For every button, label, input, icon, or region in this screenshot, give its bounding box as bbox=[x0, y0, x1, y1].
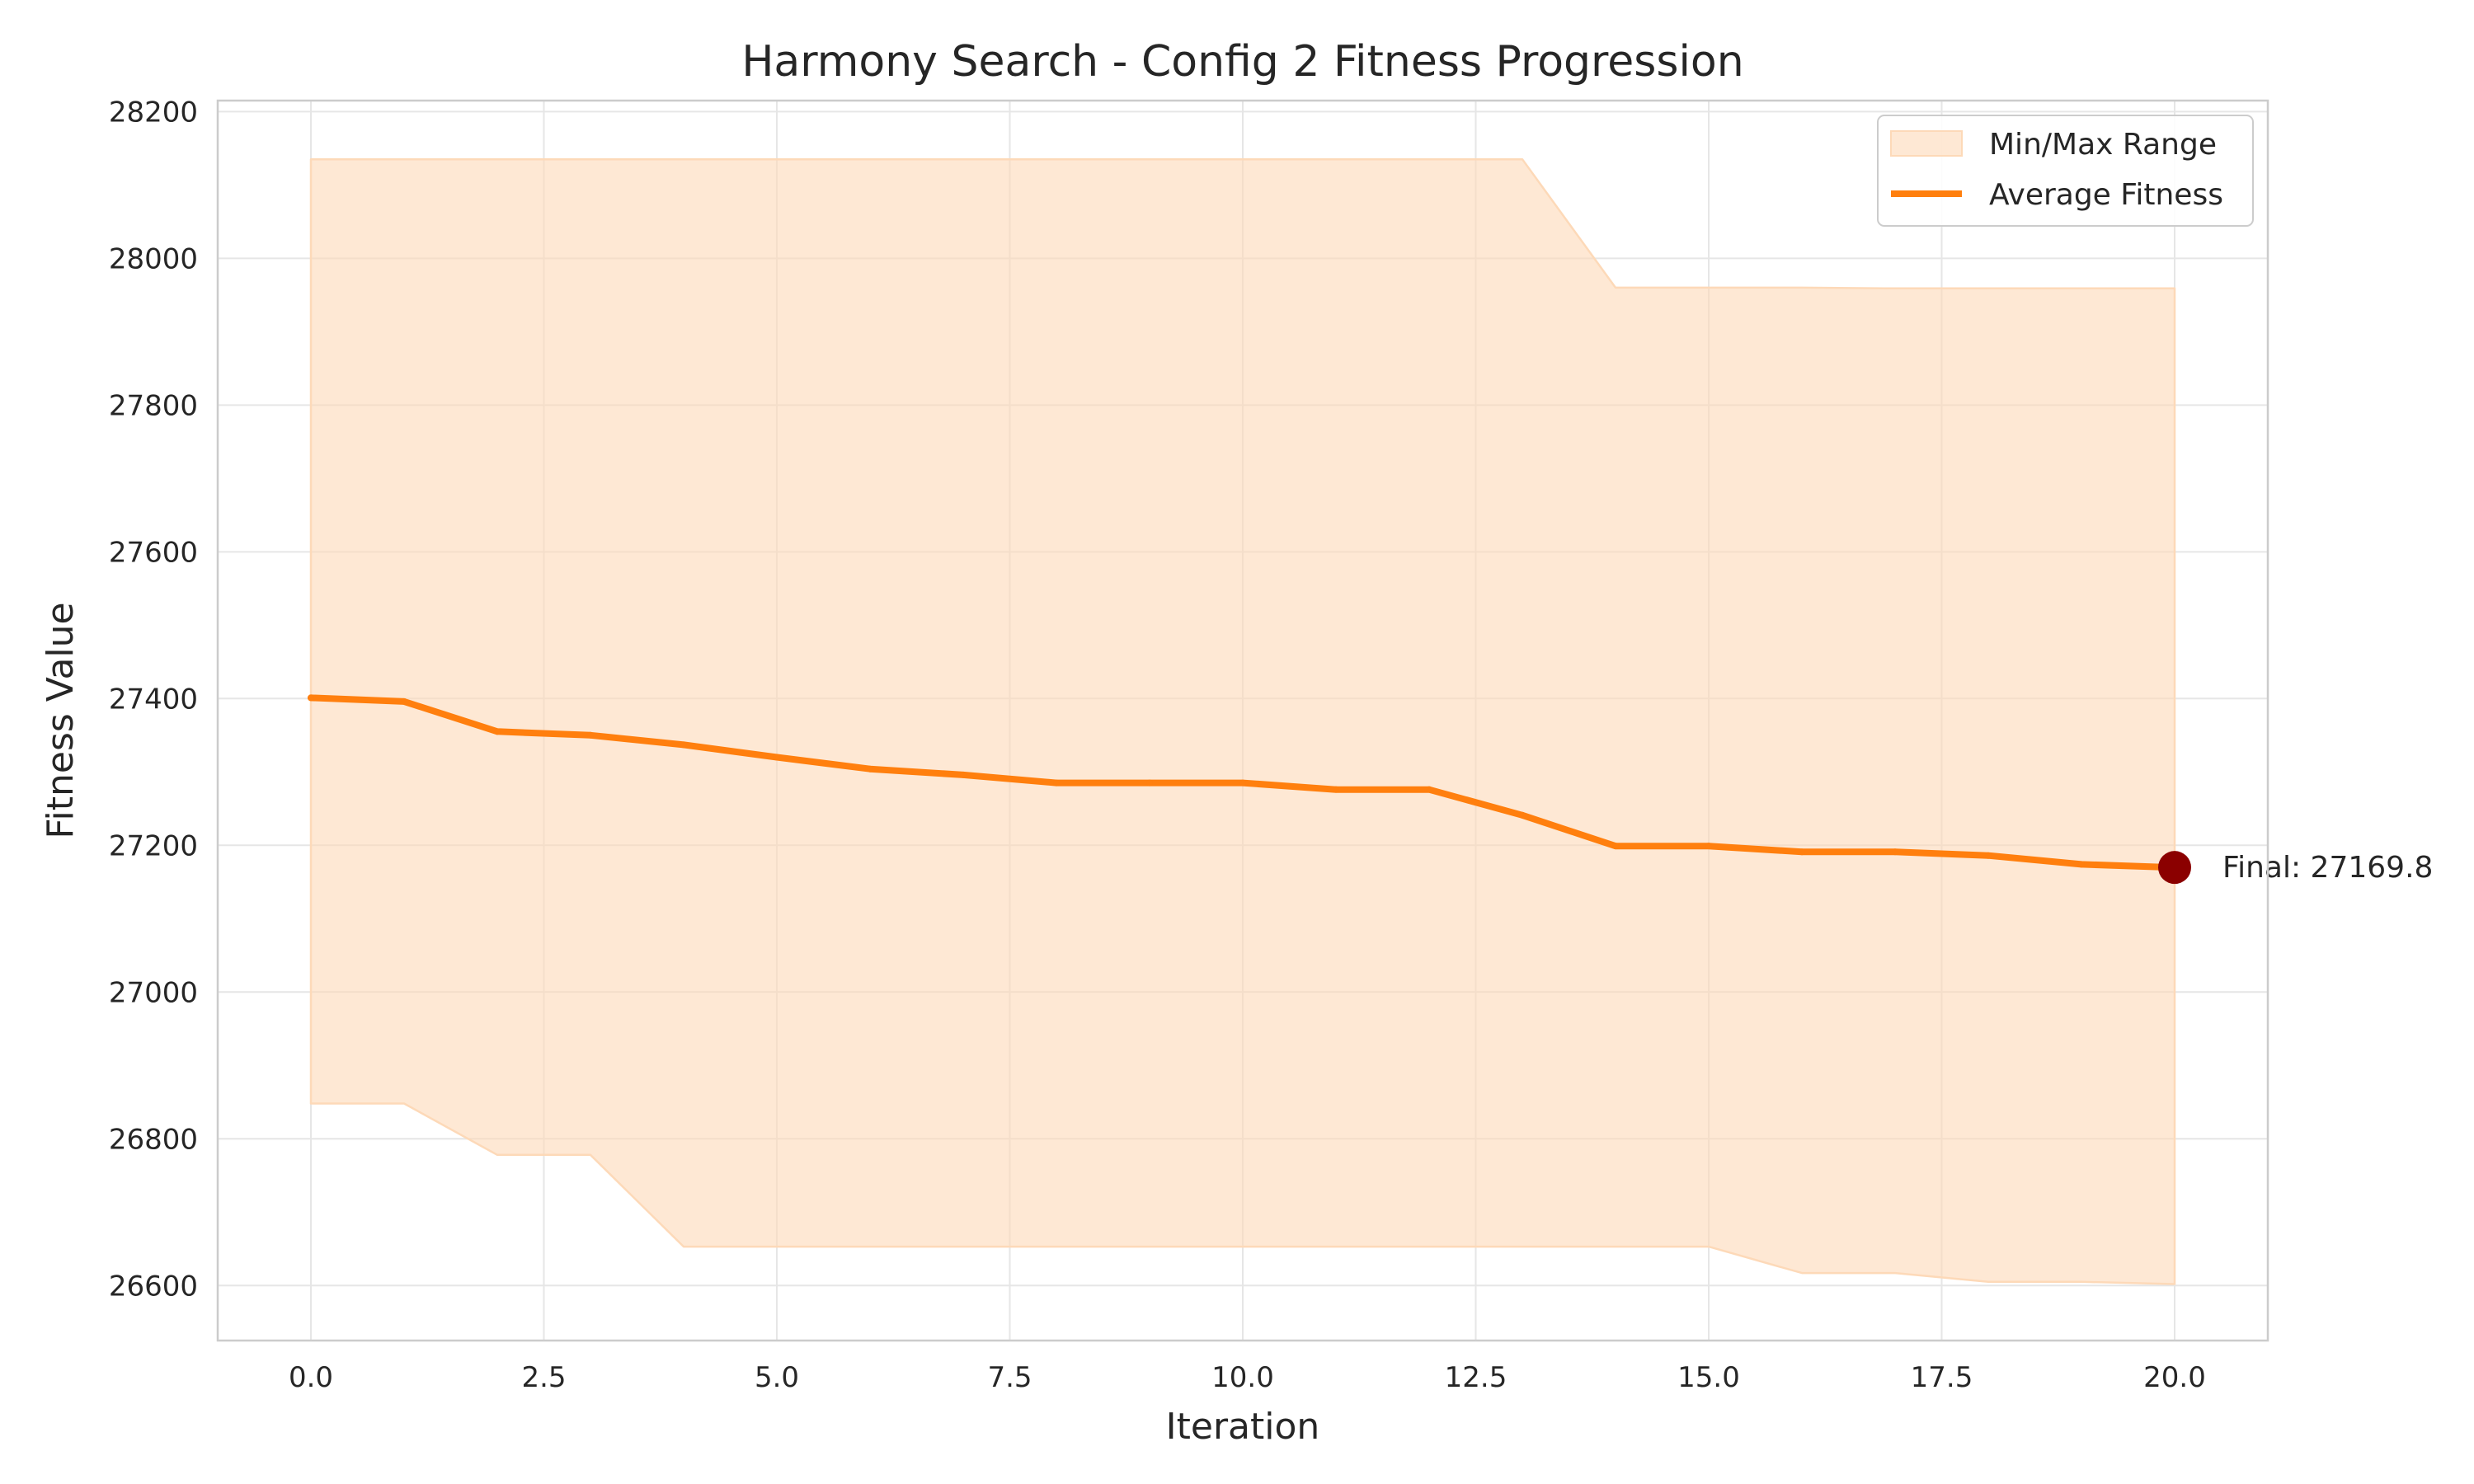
average-fitness-point bbox=[1426, 786, 1432, 793]
y-tick-label: 27800 bbox=[109, 389, 198, 422]
line-layer: Final: 27169.8 bbox=[308, 694, 2433, 885]
legend-range-swatch bbox=[1890, 130, 1963, 157]
average-fitness-point bbox=[1799, 848, 1805, 856]
y-tick-label: 26800 bbox=[109, 1123, 198, 1156]
x-tick-label: 20.0 bbox=[2143, 1361, 2206, 1394]
legend-box bbox=[1877, 115, 2254, 227]
average-fitness-point bbox=[1612, 843, 1619, 850]
y-tick-label: 27200 bbox=[109, 829, 198, 862]
y-tick-label: 26600 bbox=[109, 1270, 198, 1303]
average-fitness-point bbox=[1705, 843, 1712, 850]
legend: Min/Max Range Average Fitness bbox=[1877, 115, 2254, 227]
y-axis-label: Fitness Value bbox=[40, 602, 82, 838]
average-fitness-point bbox=[1892, 848, 1898, 856]
average-fitness-point bbox=[867, 765, 873, 773]
y-tick-label: 28200 bbox=[109, 96, 198, 129]
x-axis-label: Iteration bbox=[1166, 1406, 1320, 1448]
y-tick-label: 27000 bbox=[109, 976, 198, 1009]
x-tick-label: 17.5 bbox=[1911, 1361, 1973, 1394]
average-fitness-point bbox=[494, 728, 501, 735]
average-fitness-point bbox=[960, 771, 967, 778]
average-fitness-point bbox=[1239, 779, 1246, 787]
final-point-marker bbox=[2158, 851, 2191, 885]
average-fitness-point bbox=[1985, 852, 1992, 859]
y-tick-label: 28000 bbox=[109, 242, 198, 275]
x-tick-label: 2.5 bbox=[521, 1361, 566, 1394]
average-fitness-point bbox=[774, 754, 780, 761]
chart-title: Harmony Search - Config 2 Fitness Progre… bbox=[741, 37, 1743, 87]
x-tick-label: 5.0 bbox=[755, 1361, 799, 1394]
average-fitness-point bbox=[1333, 786, 1339, 793]
x-tick-label: 0.0 bbox=[289, 1361, 333, 1394]
average-fitness-point bbox=[308, 694, 314, 702]
x-tick-label: 10.0 bbox=[1211, 1361, 1274, 1394]
average-fitness-point bbox=[680, 741, 687, 749]
average-fitness-point bbox=[587, 731, 594, 739]
plot-frame bbox=[216, 99, 2269, 1342]
y-tick-label: 27600 bbox=[109, 536, 198, 569]
average-fitness-point bbox=[401, 697, 407, 705]
average-fitness-point bbox=[1146, 779, 1153, 787]
range-layer bbox=[309, 157, 2176, 1285]
x-tick-label: 12.5 bbox=[1445, 1361, 1507, 1394]
average-fitness-point bbox=[1519, 811, 1526, 819]
x-tick-label: 15.0 bbox=[1677, 1361, 1740, 1394]
average-fitness-point bbox=[1053, 779, 1060, 787]
final-point-label: Final: 27169.8 bbox=[2222, 851, 2433, 885]
y-tick-label: 27400 bbox=[109, 683, 198, 716]
min-max-range-band bbox=[309, 157, 2176, 1285]
legend-range-label: Min/Max Range bbox=[1989, 128, 2217, 162]
legend-average-label: Average Fitness bbox=[1989, 178, 2223, 212]
tick-layer: 0.0 2.5 5.0 7.5 10.0 12.5 15.0 17.5 20.0 26600 268… bbox=[109, 96, 2206, 1394]
x-tick-label: 7.5 bbox=[987, 1361, 1032, 1394]
average-fitness-point bbox=[2078, 861, 2085, 868]
